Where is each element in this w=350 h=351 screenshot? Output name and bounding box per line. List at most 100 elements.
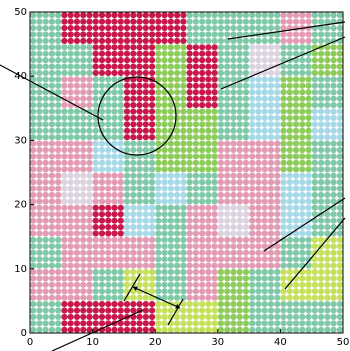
dot xyxy=(148,191,156,199)
dot xyxy=(230,146,237,154)
annotation-line xyxy=(51,309,144,351)
dot xyxy=(80,256,87,263)
dot xyxy=(292,326,300,333)
dot xyxy=(292,217,300,224)
dot xyxy=(286,275,293,282)
dot xyxy=(155,159,162,166)
dot xyxy=(161,256,168,263)
dot xyxy=(136,108,143,115)
dot xyxy=(48,37,56,44)
dot xyxy=(224,114,231,122)
dot xyxy=(155,134,162,141)
dot xyxy=(317,89,325,96)
dot xyxy=(142,127,149,134)
dot xyxy=(36,326,43,333)
dot xyxy=(130,236,137,244)
dot xyxy=(192,146,199,154)
dot xyxy=(148,256,156,263)
dot xyxy=(236,37,243,44)
dot xyxy=(230,256,237,263)
dot xyxy=(242,249,250,256)
dot xyxy=(148,108,156,115)
dot xyxy=(255,191,262,199)
dot xyxy=(92,101,99,109)
dot xyxy=(98,31,106,38)
dot xyxy=(55,204,62,211)
dot xyxy=(98,76,106,83)
dot xyxy=(61,256,68,263)
y-tick-label: 20 xyxy=(14,200,27,211)
dot xyxy=(161,114,168,122)
dot xyxy=(142,82,149,89)
dot xyxy=(230,294,237,301)
dot xyxy=(236,57,243,64)
dot xyxy=(186,294,193,301)
dot xyxy=(30,275,37,282)
dot xyxy=(317,191,325,199)
dot xyxy=(230,37,237,44)
dot xyxy=(330,82,337,89)
dot xyxy=(236,69,243,77)
dot xyxy=(330,166,337,173)
dot xyxy=(192,121,199,128)
dot xyxy=(274,179,281,186)
dot xyxy=(336,294,343,301)
dot xyxy=(30,262,37,269)
dot xyxy=(280,31,287,38)
dot xyxy=(92,63,99,70)
dot xyxy=(336,236,343,244)
dot xyxy=(42,313,49,321)
dot xyxy=(305,114,312,122)
dot xyxy=(80,223,87,231)
dot xyxy=(242,24,250,32)
dot xyxy=(48,307,56,314)
dot xyxy=(67,50,74,57)
dot xyxy=(274,50,281,57)
dot xyxy=(142,134,149,141)
dot xyxy=(130,134,137,141)
dot xyxy=(92,108,99,115)
dot xyxy=(261,223,268,231)
dot xyxy=(249,230,256,237)
dot xyxy=(148,159,156,166)
dot xyxy=(80,326,87,333)
dot xyxy=(142,256,149,263)
dot xyxy=(36,159,43,166)
dot xyxy=(55,268,62,276)
dot xyxy=(224,101,231,109)
dot xyxy=(224,230,231,237)
dot xyxy=(261,288,268,295)
dot xyxy=(30,121,37,128)
dot xyxy=(224,249,231,256)
dot xyxy=(292,307,300,314)
dot xyxy=(48,217,56,224)
dot xyxy=(161,44,168,51)
dot xyxy=(80,57,87,64)
dot xyxy=(142,101,149,109)
dot xyxy=(230,18,237,25)
dot xyxy=(199,249,206,256)
annotation-line xyxy=(227,21,346,40)
dot xyxy=(111,217,118,224)
dot xyxy=(217,69,225,77)
dot xyxy=(55,185,62,192)
dot xyxy=(324,95,331,102)
dot xyxy=(211,37,218,44)
dot xyxy=(42,281,49,288)
dot xyxy=(267,256,275,263)
dot xyxy=(305,275,312,282)
dot xyxy=(73,217,81,224)
dot xyxy=(142,50,149,57)
dot xyxy=(286,95,293,102)
dot xyxy=(192,166,199,173)
dot xyxy=(205,326,212,333)
dot xyxy=(61,31,68,38)
dot xyxy=(311,63,318,70)
dot xyxy=(92,153,99,160)
dot xyxy=(211,243,218,250)
dot xyxy=(292,211,300,218)
dot xyxy=(61,37,68,44)
dot xyxy=(324,127,331,134)
dot xyxy=(280,44,287,51)
dot xyxy=(305,121,312,128)
